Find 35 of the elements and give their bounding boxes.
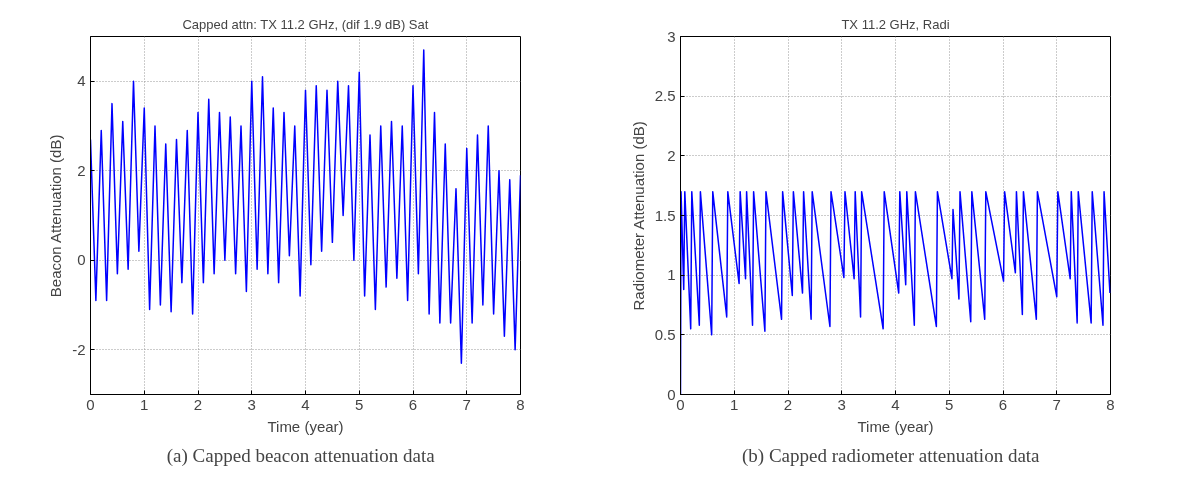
y-tick-label: 0 [77,251,86,269]
x-tick-label: 3 [837,395,846,413]
chart-title: TX 11.2 GHz, Radi [841,16,950,32]
x-tick-label: 4 [891,395,900,413]
y-tick-label: 2 [77,161,86,179]
x-tick-label: 8 [1106,395,1115,413]
x-tick-label: 1 [140,395,149,413]
x-tick-label: 7 [1052,395,1061,413]
y-axis-title: Beacon Attenuation (dB) [47,134,65,298]
x-axis-title: Time (year) [267,417,344,435]
x-tick-label: 2 [783,395,793,413]
y-tick-label: 0.5 [654,325,676,343]
y-tick-label: 1.5 [654,206,676,224]
x-tick-label: 8 [516,395,525,413]
chart-title: Capped attn: TX 11.2 GHz, (dif 1.9 dB) Sat [182,16,429,32]
y-tick-label: 4 [77,72,86,90]
x-tick-label: 6 [408,395,418,413]
text: (a) Capped beacon attenuation data [166,444,436,467]
y-tick-label: 2.5 [654,87,676,105]
x-axis-title: Time (year) [857,417,934,435]
x-tick-label: 2 [193,395,203,413]
y-tick-label: 3 [667,27,676,45]
line-series [90,49,521,364]
y-tick-label: 1 [667,266,676,284]
y-tick-label: -2 [72,340,86,358]
x-tick-label: 7 [462,395,471,413]
y-axis-title: Radiometer Attenuation (dB) [629,121,647,311]
x-tick-label: 1 [730,395,739,413]
x-tick-label: 5 [945,395,954,413]
x-tick-label: 5 [355,395,364,413]
y-tick-label: 2 [667,146,676,164]
text: (b) Capped radiometer attenuation data [741,444,1041,467]
x-tick-label: 6 [998,395,1008,413]
x-tick-label: 3 [247,395,256,413]
x-tick-label: 4 [301,395,310,413]
